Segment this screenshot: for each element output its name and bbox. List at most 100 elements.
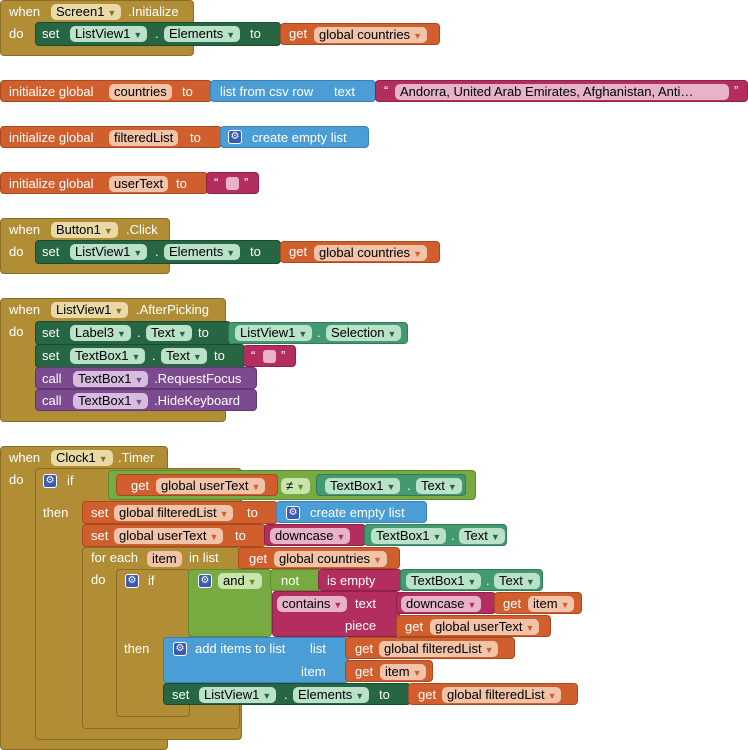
listview1-dropdown[interactable]: ListView1 ▼ (70, 244, 148, 260)
get-item-block[interactable]: get item ▼ (345, 660, 433, 682)
label3-dropdown[interactable]: Label3 ▼ (70, 325, 131, 341)
set-listview1-elements-block[interactable]: set ListView1 ▼ . Elements ▼ to (163, 683, 411, 705)
listview1-selection-getter[interactable]: ListView1 ▼ . Selection ▼ (228, 322, 408, 344)
empty-string-field[interactable] (263, 350, 276, 363)
empty-string-block[interactable]: “ ” (206, 172, 259, 194)
set-keyword: set (42, 348, 60, 363)
init-global-countries-block[interactable]: initialize global countries to (0, 80, 212, 102)
set-global-usertext-block[interactable]: set global userText ▼ to (82, 524, 266, 547)
add-items-to-list-block[interactable]: ⚙ add items to list list item (163, 637, 349, 683)
downcase-block[interactable]: downcase ▼ (396, 592, 496, 614)
global-usertext-dropdown[interactable]: global userText ▼ (156, 478, 266, 494)
set-global-filteredlist-block[interactable]: set global filteredList ▼ to (82, 501, 278, 524)
csv-text-string-block[interactable]: “ Andorra, United Arab Emirates, Afghani… (375, 80, 748, 102)
textbox1-text-getter[interactable]: TextBox1 ▼ . Text ▼ (400, 569, 543, 591)
listview1-dropdown[interactable]: ListView1 ▼ (51, 302, 129, 318)
textbox1-text-getter[interactable]: TextBox1 ▼ . Text ▼ (364, 524, 507, 546)
global-filteredlist-dropdown[interactable]: global filteredList ▼ (114, 505, 234, 521)
create-empty-list-block[interactable]: ⚙ create empty list (276, 501, 427, 523)
gear-icon[interactable]: ⚙ (173, 642, 187, 656)
global-filteredlist-dropdown[interactable]: global filteredList ▼ (379, 641, 499, 657)
dot-label: . (451, 528, 455, 543)
global-usertext-dropdown[interactable]: global userText ▼ (114, 528, 224, 544)
downcase-dropdown[interactable]: downcase ▼ (401, 596, 482, 612)
initialize-global-label: initialize global (9, 176, 94, 191)
call-textbox1-requestfocus-block[interactable]: call TextBox1 ▼ .RequestFocus (35, 367, 257, 389)
set-textbox1-text-block[interactable]: set TextBox1 ▼ . Text ▼ to (35, 344, 245, 368)
compare-operator-dropdown[interactable]: ≠ ▼ (281, 478, 311, 494)
global-filteredlist-dropdown[interactable]: global filteredList ▼ (442, 687, 562, 703)
get-global-countries-block[interactable]: get global countries ▼ (280, 23, 440, 45)
item-dropdown[interactable]: item ▼ (380, 664, 427, 680)
gear-icon[interactable]: ⚙ (125, 574, 139, 588)
textbox1-dropdown[interactable]: TextBox1 ▼ (70, 348, 146, 364)
call-keyword: call (42, 393, 62, 408)
item-dropdown[interactable]: item ▼ (528, 596, 575, 612)
contains-block[interactable]: contains ▼ text piece (272, 591, 400, 637)
textbox1-dropdown[interactable]: TextBox1 ▼ (406, 573, 482, 589)
selection-property-dropdown[interactable]: Selection ▼ (326, 325, 402, 341)
is-empty-block[interactable]: is empty (318, 569, 402, 591)
textbox1-text-getter[interactable]: TextBox1 ▼ . Text ▼ (316, 474, 466, 496)
get-global-usertext-block[interactable]: get global userText ▼ (396, 615, 551, 637)
usertext-name-field[interactable]: userText (109, 176, 169, 192)
set-listview1-elements-block[interactable]: set ListView1 ▼ . Elements ▼ to (35, 240, 281, 264)
set-keyword: set (42, 26, 60, 41)
get-global-usertext-block[interactable]: get global userText ▼ (116, 474, 278, 496)
text-property-dropdown[interactable]: Text ▼ (146, 325, 192, 341)
hidekeyboard-method-label: .HideKeyboard (154, 393, 240, 408)
do-keyword: do (91, 572, 106, 587)
text-property-dropdown[interactable]: Text ▼ (459, 528, 505, 544)
empty-string-field[interactable] (226, 177, 239, 190)
create-empty-list-block[interactable]: ⚙ create empty list (220, 126, 369, 148)
get-global-countries-block[interactable]: get global countries ▼ (238, 547, 400, 569)
textbox1-dropdown[interactable]: TextBox1 ▼ (73, 393, 149, 409)
contains-dropdown[interactable]: contains ▼ (277, 596, 348, 612)
textbox1-dropdown[interactable]: TextBox1 ▼ (325, 478, 401, 494)
list-from-csv-row-block[interactable]: list from csv row text (210, 80, 376, 102)
filteredlist-name-field[interactable]: filteredList (109, 130, 179, 146)
listview1-dropdown[interactable]: ListView1 ▼ (70, 26, 148, 42)
text-property-dropdown[interactable]: Text ▼ (416, 478, 462, 494)
elements-dropdown[interactable]: Elements ▼ (164, 244, 241, 260)
gear-icon[interactable]: ⚙ (286, 506, 300, 520)
elements-dropdown[interactable]: Elements ▼ (293, 687, 370, 703)
get-global-filteredlist-block[interactable]: get global filteredList ▼ (408, 683, 578, 705)
gear-icon[interactable]: ⚙ (198, 574, 212, 588)
call-textbox1-hidekeyboard-block[interactable]: call TextBox1 ▼ .HideKeyboard (35, 389, 257, 411)
gear-icon[interactable]: ⚙ (228, 130, 242, 144)
init-global-usertext-block[interactable]: initialize global userText to (0, 172, 208, 194)
global-usertext-dropdown[interactable]: global userText ▼ (430, 619, 540, 635)
global-countries-dropdown[interactable]: global countries ▼ (274, 551, 387, 567)
clock1-dropdown[interactable]: Clock1 ▼ (51, 450, 113, 466)
button1-dropdown[interactable]: Button1 ▼ (51, 222, 118, 238)
text-property-dropdown[interactable]: Text ▼ (494, 573, 540, 589)
and-dropdown[interactable]: and ▼ (218, 573, 262, 589)
downcase-dropdown[interactable]: downcase ▼ (270, 528, 351, 544)
textbox1-dropdown[interactable]: TextBox1 ▼ (73, 371, 149, 387)
empty-string-block[interactable]: “ ” (243, 345, 296, 367)
downcase-block[interactable]: downcase ▼ (264, 524, 366, 546)
not-block[interactable]: not (270, 569, 322, 591)
get-global-countries-block[interactable]: get global countries ▼ (280, 241, 440, 263)
item-name-field[interactable]: item (147, 551, 182, 567)
do-keyword: do (9, 324, 24, 339)
countries-name-field[interactable]: countries (109, 84, 172, 100)
listview1-dropdown[interactable]: ListView1 ▼ (235, 325, 313, 341)
screen1-dropdown[interactable]: Screen1 ▼ (51, 4, 122, 20)
text-property-dropdown[interactable]: Text ▼ (161, 348, 207, 364)
get-item-block[interactable]: get item ▼ (494, 592, 582, 614)
textbox1-dropdown[interactable]: TextBox1 ▼ (371, 528, 447, 544)
and-block[interactable]: ⚙ and ▼ (188, 569, 272, 637)
set-label3-text-block[interactable]: set Label3 ▼ . Text ▼ to (35, 321, 231, 345)
gear-icon[interactable]: ⚙ (43, 474, 57, 488)
get-keyword: get (289, 26, 308, 41)
init-global-filteredlist-block[interactable]: initialize global filteredList to (0, 126, 222, 148)
set-listview1-elements-block[interactable]: set ListView1 ▼ . Elements ▼ to (35, 22, 281, 46)
csv-text-field[interactable]: Andorra, United Arab Emirates, Afghanist… (395, 84, 729, 100)
elements-dropdown[interactable]: Elements ▼ (164, 26, 241, 42)
listview1-dropdown[interactable]: ListView1 ▼ (199, 687, 277, 703)
get-global-filteredlist-block[interactable]: get global filteredList ▼ (345, 637, 515, 659)
global-countries-dropdown[interactable]: global countries ▼ (314, 245, 427, 261)
global-countries-dropdown[interactable]: global countries ▼ (314, 27, 427, 43)
